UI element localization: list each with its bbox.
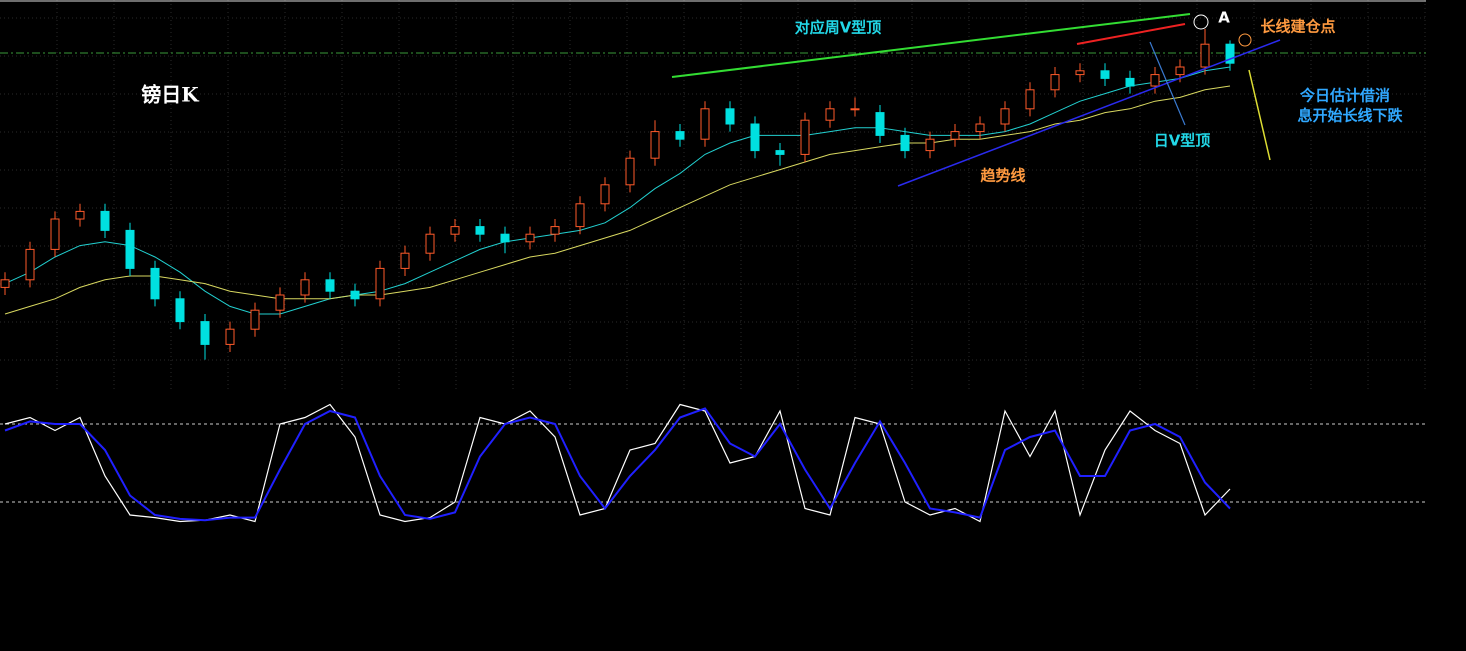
candle-body [450, 226, 460, 235]
candle-body [100, 210, 110, 231]
trend-line [897, 39, 1281, 187]
candle-body [725, 108, 735, 125]
candle-body [1175, 66, 1185, 76]
annotation: 日V型顶 [1154, 132, 1211, 150]
candle-body [175, 298, 185, 323]
candle-body [1050, 74, 1060, 91]
candle-body [750, 123, 760, 152]
candle-body [275, 294, 285, 311]
candle-body [800, 119, 810, 155]
candle-body [700, 108, 710, 140]
candle-body [50, 218, 60, 250]
chart-title: 镑日K [141, 83, 199, 107]
candle-body [25, 248, 35, 281]
marks [0, 29, 1426, 523]
annotation: 对应周V型顶 [795, 19, 882, 37]
candle-body [1150, 74, 1160, 87]
candle-body [525, 233, 535, 243]
series-line [4, 85, 1231, 315]
candle-body [1125, 77, 1135, 87]
candle-body [400, 252, 410, 269]
annotation: 今日估计借消 [1299, 87, 1390, 105]
candle-body [1075, 70, 1085, 76]
annotation: A [1218, 9, 1230, 27]
candle-body [1200, 43, 1210, 68]
candle-body [375, 267, 385, 300]
down-arrow [1248, 69, 1271, 161]
candle-body [225, 328, 235, 345]
pointer-line [1149, 41, 1186, 126]
candle-body [675, 131, 685, 140]
marker-a [1193, 14, 1209, 30]
candle-body [200, 321, 210, 345]
annotation: 长线建仓点 [1260, 18, 1335, 36]
annotation: 息开始长线下跌 [1297, 107, 1403, 125]
candle-body [325, 279, 335, 292]
series-line [4, 66, 1231, 315]
candle-body [500, 233, 510, 243]
annotation: 趋势线 [980, 167, 1025, 185]
daily-top-line [1076, 23, 1186, 45]
candle-body [900, 134, 910, 152]
candle-body [300, 279, 310, 296]
candle-body [350, 290, 360, 300]
candle-body [75, 210, 85, 220]
weekly-top-line [671, 13, 1191, 78]
candle-body [875, 112, 885, 136]
candle-body [975, 123, 985, 133]
candle-body [925, 138, 935, 152]
candle-body [775, 150, 785, 155]
candle-body [1000, 108, 1010, 125]
candle-body [1100, 70, 1110, 79]
candle-body [250, 309, 260, 330]
grid [0, 0, 1426, 390]
candle-body [575, 203, 585, 228]
candle-body [125, 229, 135, 269]
candle-body [1225, 43, 1235, 64]
candle-body [425, 233, 435, 254]
candle-body [475, 226, 485, 235]
candle-body [625, 157, 635, 186]
candle-body [650, 131, 660, 159]
candle-body [550, 226, 560, 235]
entry-marker [1238, 33, 1252, 47]
candle-body [0, 279, 10, 288]
candle-body [150, 267, 160, 300]
candle-body [1025, 89, 1035, 110]
candle-body [825, 108, 835, 121]
candle-body [950, 131, 960, 140]
candle-body [850, 108, 860, 111]
series-line [4, 407, 1231, 522]
candle-body [600, 184, 610, 205]
